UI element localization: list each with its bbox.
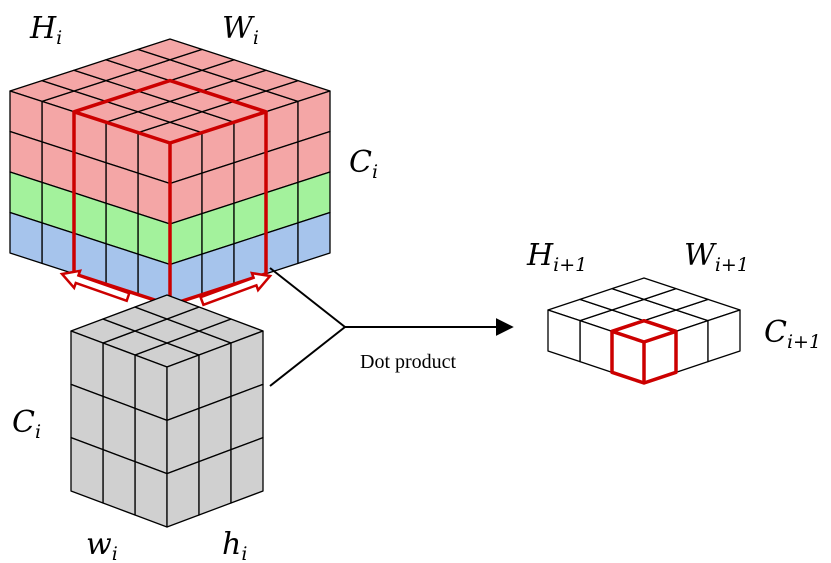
output-cell-highlight (610, 318, 678, 385)
slide-arrows (59, 269, 273, 307)
input-right-cell (297, 211, 331, 265)
input-height-label: Hi (29, 11, 62, 49)
output-tensor (547, 277, 741, 384)
output-width-label: Wi+1 (684, 238, 749, 276)
kernel-left-cell (70, 437, 104, 504)
output-channel-label: Ci+1 (764, 315, 821, 353)
kernel-channel-label: Ci (12, 405, 41, 443)
output-left-cell (547, 309, 581, 363)
output-cell-top (610, 318, 678, 344)
slide-arrow-left-icon (59, 269, 131, 303)
kernel-cube (70, 294, 264, 528)
connector-line-from-kernel (269, 326, 346, 387)
dot-product-label: Dot product (360, 351, 457, 373)
kernel-width-label: wi (86, 527, 118, 563)
kernel-right-cell (230, 437, 264, 504)
input-top-cell (137, 38, 203, 61)
connector-line-from-input (269, 267, 346, 328)
slide-arrow-right-icon (198, 271, 273, 307)
kernel-left-cell (102, 449, 136, 516)
receptive-field-top (72, 78, 268, 145)
kernel-right-cell (166, 461, 200, 528)
dot-product-connector (269, 267, 514, 387)
output-top-cell (611, 277, 677, 300)
kernel-top-cell (134, 294, 200, 320)
output-right-cell (707, 309, 741, 363)
kernel-height-label: hi (222, 527, 247, 563)
input-left-cell (9, 211, 43, 265)
input-width-label: Wi (222, 11, 259, 49)
output-height-label: Hi+1 (526, 238, 587, 276)
input-channel-label: Ci (349, 145, 378, 183)
kernel-right-cell (198, 449, 232, 516)
kernel-left-cell (134, 461, 168, 528)
